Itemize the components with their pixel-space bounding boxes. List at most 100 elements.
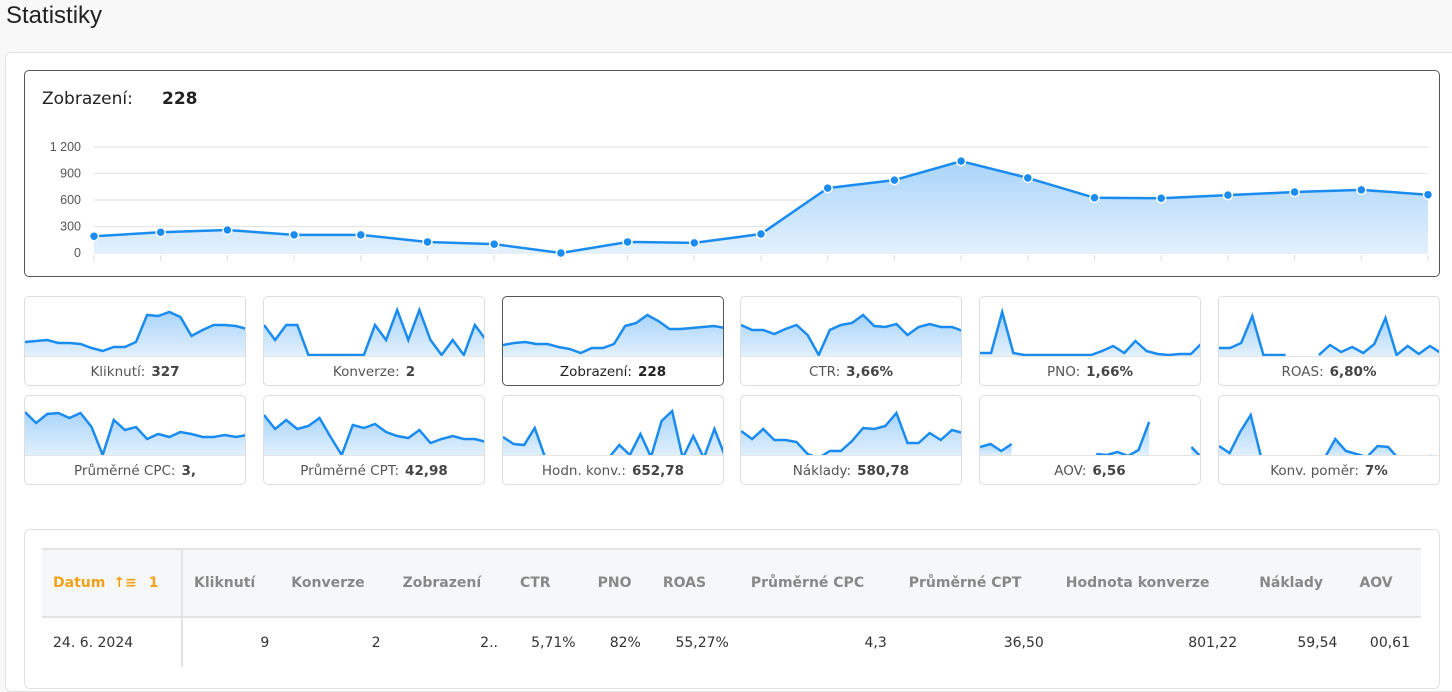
column-header[interactable]: Průměrné CPT bbox=[897, 548, 1055, 618]
metric-card[interactable]: Zobrazení: 228 bbox=[502, 296, 724, 386]
metric-card-footer: PNO: 1,66% bbox=[980, 356, 1200, 385]
column-header[interactable]: Datum ↑≡ 1 bbox=[42, 548, 183, 618]
metric-label: Náklady: bbox=[792, 462, 852, 479]
main-chart-value: 228 bbox=[162, 89, 198, 109]
main-chart-label: Zobrazení: bbox=[42, 89, 133, 109]
metric-card[interactable]: Průměrné CPT: 42,98 bbox=[263, 395, 485, 485]
data-point[interactable] bbox=[1222, 189, 1234, 201]
table-cell: 2.. bbox=[480, 634, 498, 651]
metric-value: 6,56 bbox=[1092, 462, 1126, 479]
data-point[interactable] bbox=[1155, 192, 1167, 204]
sparkline-chart bbox=[741, 410, 961, 456]
metric-label: Hodn. konv.: bbox=[541, 462, 626, 479]
data-point[interactable] bbox=[822, 182, 833, 194]
column-header[interactable]: PNO bbox=[586, 548, 652, 618]
data-point[interactable] bbox=[155, 226, 166, 238]
y-tick-label: 0 bbox=[74, 246, 81, 260]
data-point[interactable] bbox=[1289, 186, 1300, 198]
data-point[interactable] bbox=[422, 236, 433, 248]
table-cell: 4,3 bbox=[864, 634, 887, 651]
metric-card-footer: Zobrazení: 228 bbox=[503, 356, 723, 385]
data-point[interactable] bbox=[955, 155, 967, 167]
statistics-table: Datum ↑≡ 1 Kliknutí Konverze Zobrazení CTR PNO R… bbox=[42, 548, 1421, 667]
column-header[interactable]: Kliknutí bbox=[182, 548, 281, 618]
metric-value: 1,66% bbox=[1086, 363, 1134, 380]
metric-value: 6,80% bbox=[1329, 363, 1377, 380]
metric-value: 580,78 bbox=[857, 462, 910, 479]
column-header[interactable]: Náklady bbox=[1248, 548, 1349, 618]
data-point[interactable] bbox=[488, 238, 500, 250]
column-header[interactable]: AOV bbox=[1348, 548, 1421, 618]
column-header-label: Datum bbox=[53, 575, 106, 591]
table-cell: 5,71% bbox=[531, 634, 576, 651]
data-point[interactable] bbox=[1422, 189, 1434, 200]
sparkline-chart bbox=[25, 310, 245, 357]
metric-card[interactable]: AOV: 6,56 bbox=[979, 395, 1201, 485]
column-header[interactable]: Hodnota konverze bbox=[1054, 548, 1249, 618]
sparkline-chart bbox=[25, 411, 245, 456]
metric-label: Průměrné CPT: bbox=[300, 462, 400, 479]
sparkline-chart bbox=[1219, 312, 1439, 357]
metric-card[interactable]: Průměrné CPC: 3, bbox=[24, 395, 246, 485]
sparkline-chart bbox=[264, 306, 484, 357]
data-point[interactable] bbox=[355, 229, 367, 241]
metric-card[interactable]: Konv. poměr: 7% bbox=[1218, 395, 1440, 485]
metric-value: 652,78 bbox=[631, 462, 685, 479]
table-cell: 2 bbox=[371, 634, 381, 651]
metric-label: Konverze: bbox=[332, 363, 400, 380]
column-header[interactable]: Konverze bbox=[280, 548, 392, 618]
main-area-chart[interactable]: 0 300 600 900 1 200 bbox=[25, 71, 1441, 278]
sparkline-chart bbox=[503, 313, 723, 357]
y-tick-label: 900 bbox=[60, 167, 81, 181]
data-point[interactable] bbox=[288, 229, 300, 241]
metric-card-footer: Konv. poměr: 7% bbox=[1219, 455, 1439, 484]
table-header-row: Datum ↑≡ 1 Kliknutí Konverze Zobrazení CTR PNO R… bbox=[42, 548, 1421, 618]
sparkline-chart bbox=[741, 313, 961, 357]
column-header[interactable]: ROAS bbox=[651, 548, 740, 618]
metric-card[interactable]: Konverze: 2 bbox=[263, 296, 485, 386]
data-point[interactable] bbox=[555, 247, 567, 259]
table-cell: 59,54 bbox=[1297, 634, 1338, 651]
data-point[interactable] bbox=[222, 224, 233, 236]
y-tick-label: 600 bbox=[60, 193, 81, 207]
table-cell: 55,27% bbox=[675, 634, 729, 651]
data-point[interactable] bbox=[889, 174, 900, 186]
metric-card-footer: Kliknutí: 327 bbox=[25, 356, 245, 385]
table-cell: 801,22 bbox=[1188, 634, 1238, 651]
column-header[interactable]: Zobrazení bbox=[391, 548, 509, 618]
data-point[interactable] bbox=[1356, 184, 1367, 196]
metric-card-footer: Hodn. konv.: 652,78 bbox=[503, 455, 723, 484]
data-point[interactable] bbox=[1022, 172, 1034, 184]
metric-card[interactable]: Náklady: 580,78 bbox=[740, 395, 962, 485]
metric-card[interactable]: ROAS: 6,80% bbox=[1218, 296, 1440, 386]
sort-order-badge: 1 bbox=[148, 575, 159, 591]
metric-card-footer: Náklady: 580,78 bbox=[741, 455, 961, 484]
metric-card[interactable]: Kliknutí: 327 bbox=[24, 296, 246, 386]
sort-ascending-icon[interactable]: ↑≡ bbox=[113, 575, 137, 591]
metric-card-footer: Průměrné CPC: 3, bbox=[25, 455, 245, 484]
data-point[interactable] bbox=[689, 237, 700, 249]
data-point[interactable] bbox=[88, 230, 100, 242]
metric-label: Konv. poměr: bbox=[1270, 462, 1359, 479]
column-header[interactable]: Průměrné CPC bbox=[739, 548, 898, 618]
metric-card[interactable]: CTR: 3,66% bbox=[740, 296, 962, 386]
page-title: Statistiky bbox=[6, 2, 103, 29]
metric-card-footer: Průměrné CPT: 42,98 bbox=[264, 455, 484, 484]
table-cell: 00,61 bbox=[1369, 634, 1410, 651]
main-chart[interactable]: Zobrazení: 228 0 300 600 900 1 200 bbox=[24, 70, 1440, 277]
metric-card[interactable]: PNO: 1,66% bbox=[979, 296, 1201, 386]
column-header[interactable]: CTR bbox=[508, 548, 587, 618]
data-point[interactable] bbox=[1089, 192, 1100, 204]
metric-value: 228 bbox=[637, 363, 667, 380]
metric-value: 7% bbox=[1364, 462, 1388, 479]
metric-label: Zobrazení: bbox=[559, 363, 632, 380]
sparkline-chart bbox=[503, 408, 723, 456]
metric-label: Kliknutí: bbox=[90, 363, 146, 380]
table-row[interactable]: 24. 6. 2024 9 2 2.. 5,71% 82% 55,27% 4,3 36,50 80… bbox=[42, 617, 1421, 667]
metric-value: 3,66% bbox=[846, 363, 894, 380]
metric-label: Průměrné CPC: bbox=[73, 462, 176, 479]
metric-card[interactable]: Hodn. konv.: 652,78 bbox=[502, 395, 724, 485]
data-point[interactable] bbox=[755, 228, 767, 240]
data-point[interactable] bbox=[622, 236, 633, 248]
metric-label: CTR: bbox=[808, 363, 841, 380]
